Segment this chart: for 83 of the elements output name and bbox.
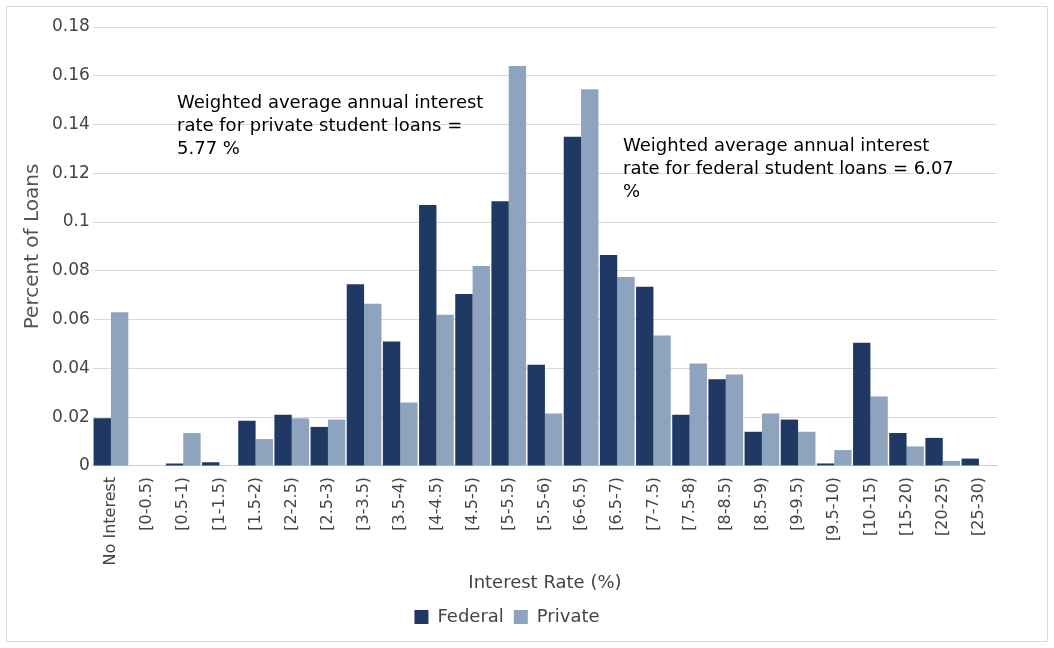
bar — [93, 418, 111, 466]
bar — [581, 89, 599, 466]
y-tick-label: 0.14 — [51, 112, 90, 133]
y-tick-label: 0.06 — [51, 308, 90, 329]
bar — [708, 379, 726, 466]
bar — [291, 418, 310, 466]
bar — [925, 437, 943, 466]
bar — [636, 286, 654, 466]
x-axis-title: Interest Rate (%) — [468, 570, 622, 592]
x-tick-label: [5-5.5) — [497, 476, 517, 531]
bar — [672, 414, 690, 466]
bar — [202, 462, 220, 466]
y-tick-label: 0.16 — [51, 64, 90, 85]
x-tick-label: [20-25) — [931, 476, 951, 536]
x-tick-label: [6.5-7) — [606, 476, 626, 531]
x-tick-label: [8.5-9) — [751, 476, 771, 531]
y-tick-label: 0.02 — [51, 405, 90, 426]
bar — [889, 432, 907, 466]
bar — [238, 420, 256, 466]
bar — [798, 431, 816, 466]
bar — [346, 284, 365, 466]
bar — [382, 341, 401, 466]
y-tick-label: 0.1 — [62, 210, 90, 231]
bar — [327, 419, 346, 466]
legend-label: Private — [536, 604, 600, 626]
y-tick-label: 0 — [79, 454, 90, 475]
x-tick-label: [0-0.5) — [136, 476, 156, 531]
bar — [761, 413, 780, 466]
bar — [419, 205, 437, 466]
bar — [508, 66, 527, 466]
bar — [617, 276, 635, 466]
bar — [310, 426, 328, 466]
bar — [853, 342, 871, 466]
bar — [364, 303, 382, 466]
x-tick-label: [7.5-8) — [678, 476, 698, 531]
x-tick-label: [7-7.5) — [642, 476, 662, 531]
bar — [870, 396, 888, 466]
legend-label: Federal — [437, 604, 504, 626]
x-tick-label: [9.5-10) — [823, 476, 843, 541]
x-tick-label: [25-30) — [968, 476, 988, 536]
bar — [455, 294, 473, 466]
x-tick-label: No Interest — [100, 476, 120, 566]
bar — [110, 312, 129, 466]
y-axis-title: Percent of Loans — [19, 163, 44, 330]
bar — [834, 450, 852, 466]
bar — [653, 335, 671, 466]
bar — [527, 364, 545, 466]
bar — [274, 414, 292, 466]
bar — [599, 254, 618, 466]
x-tick-label: [0.5-1) — [172, 476, 192, 531]
x-tick-label: [6-6.5) — [570, 476, 590, 531]
bar — [436, 314, 454, 466]
y-tick-label: 0.08 — [51, 259, 90, 280]
y-tick-label: 0.12 — [51, 161, 90, 182]
x-tick-label: [9-9.5) — [787, 476, 807, 531]
bar — [725, 374, 744, 466]
bar — [563, 136, 582, 466]
bar — [689, 363, 707, 466]
x-tick-label: [2.5-3) — [317, 476, 337, 531]
x-tick-label: [15-20) — [895, 476, 915, 536]
annotation: Weighted average annual interest rate for private student loans = 5.77 % — [177, 90, 485, 159]
y-tick-label: 0.04 — [51, 356, 90, 377]
x-tick-label: [4.5-5) — [461, 476, 481, 531]
x-tick-label: [1-1.5) — [208, 476, 228, 531]
x-tick-label: [8-8.5) — [714, 476, 734, 531]
bar — [780, 419, 799, 466]
x-tick-label: [5.5-6) — [534, 476, 554, 531]
bar — [472, 265, 490, 466]
bar — [491, 201, 509, 466]
x-tick-label: [2-2.5) — [280, 476, 300, 531]
bar — [255, 439, 273, 466]
x-tick-label: [4-4.5) — [425, 476, 445, 531]
x-tick-label: [1.5-2) — [244, 476, 264, 531]
bar — [906, 446, 924, 466]
bar — [400, 402, 418, 466]
annotation: Weighted average annual interest rate for federal student loans = 6.07 % — [623, 133, 955, 202]
x-tick-label: [10-15) — [859, 476, 879, 536]
y-tick-label: 0.18 — [51, 15, 90, 36]
bar — [183, 432, 201, 466]
x-tick-label: [3.5-4) — [389, 476, 409, 531]
x-tick-label: [3-3.5) — [353, 476, 373, 531]
bar — [544, 413, 563, 466]
bar — [744, 431, 762, 466]
